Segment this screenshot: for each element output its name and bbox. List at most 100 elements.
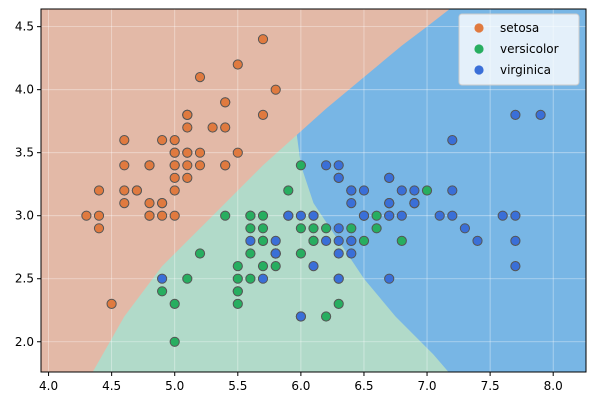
point-versicolor xyxy=(232,273,243,284)
y-tick-label: 4.5 xyxy=(15,20,34,34)
point-versicolor xyxy=(169,298,180,309)
point-virginica xyxy=(283,210,294,221)
point-versicolor xyxy=(245,210,256,221)
point-versicolor xyxy=(194,248,206,259)
point-setosa xyxy=(131,185,142,196)
point-virginica xyxy=(447,135,458,146)
point-versicolor xyxy=(295,223,306,234)
data-points xyxy=(81,34,546,347)
point-virginica xyxy=(358,210,370,221)
point-setosa xyxy=(169,210,180,221)
point-setosa xyxy=(119,185,130,196)
point-versicolor xyxy=(283,185,294,196)
legend-label-setosa: setosa xyxy=(500,21,539,35)
point-setosa xyxy=(169,147,180,158)
point-virginica xyxy=(510,235,521,246)
plot-frame xyxy=(40,8,587,373)
point-virginica xyxy=(321,160,332,171)
point-versicolor xyxy=(257,210,269,221)
y-tick-label: 4.0 xyxy=(15,83,34,97)
point-versicolor xyxy=(220,210,231,221)
legend: setosa versicolor virginica xyxy=(458,13,580,86)
point-setosa xyxy=(182,147,193,158)
point-virginica xyxy=(384,172,395,183)
point-setosa xyxy=(257,109,269,121)
point-versicolor xyxy=(346,223,357,234)
legend-marker-versicolor xyxy=(474,44,484,54)
point-virginica xyxy=(308,210,319,221)
point-versicolor xyxy=(295,160,306,171)
point-versicolor xyxy=(232,286,243,297)
point-setosa xyxy=(106,298,117,309)
point-virginica xyxy=(384,198,395,209)
point-versicolor xyxy=(245,248,256,259)
point-virginica xyxy=(308,261,319,272)
point-versicolor xyxy=(232,261,243,272)
point-virginica xyxy=(333,273,344,284)
point-setosa xyxy=(119,198,130,209)
x-tick-label: 8.0 xyxy=(544,379,563,393)
point-setosa xyxy=(182,160,193,171)
point-setosa xyxy=(232,59,243,70)
point-setosa xyxy=(93,223,105,234)
point-virginica xyxy=(535,109,546,121)
point-versicolor xyxy=(421,185,433,196)
point-setosa xyxy=(169,172,180,183)
point-virginica xyxy=(245,235,256,246)
point-virginica xyxy=(346,185,357,196)
point-virginica xyxy=(333,235,344,246)
point-virginica xyxy=(510,210,521,221)
x-tick-label: 6.0 xyxy=(291,379,310,393)
point-virginica xyxy=(396,210,407,221)
point-virginica xyxy=(472,235,483,246)
point-setosa xyxy=(157,210,168,221)
point-setosa xyxy=(157,135,168,146)
point-versicolor xyxy=(371,210,382,221)
point-setosa xyxy=(207,122,218,133)
legend-box xyxy=(458,13,580,86)
point-setosa xyxy=(169,185,180,196)
point-setosa xyxy=(144,210,155,221)
point-virginica xyxy=(321,235,332,246)
point-setosa xyxy=(93,185,105,196)
point-virginica xyxy=(497,210,508,221)
legend-marker-setosa xyxy=(474,23,484,33)
point-versicolor xyxy=(257,261,269,272)
point-virginica xyxy=(270,248,281,259)
point-setosa xyxy=(157,198,168,209)
point-virginica xyxy=(346,235,357,246)
point-virginica xyxy=(510,109,521,121)
point-setosa xyxy=(119,160,130,171)
point-versicolor xyxy=(371,223,382,234)
point-versicolor xyxy=(321,223,332,234)
x-tick-label: 7.5 xyxy=(481,379,500,393)
x-tick-label: 6.5 xyxy=(354,379,373,393)
point-virginica xyxy=(384,210,395,221)
point-setosa xyxy=(119,135,130,146)
legend-marker-virginica xyxy=(474,65,484,75)
point-versicolor xyxy=(321,311,332,322)
x-tick-label: 7.0 xyxy=(417,379,436,393)
point-virginica xyxy=(295,210,306,221)
point-versicolor xyxy=(257,235,269,246)
point-setosa xyxy=(93,210,105,221)
point-virginica xyxy=(333,223,344,234)
y-tick-label: 3.0 xyxy=(15,209,34,223)
point-versicolor xyxy=(270,261,281,272)
point-virginica xyxy=(257,273,269,284)
point-virginica xyxy=(447,210,458,221)
point-virginica xyxy=(157,273,168,284)
point-setosa xyxy=(194,147,206,158)
point-versicolor xyxy=(308,223,319,234)
point-setosa xyxy=(257,34,269,45)
point-virginica xyxy=(346,248,357,259)
point-setosa xyxy=(194,72,206,83)
point-setosa xyxy=(270,84,281,95)
point-setosa xyxy=(194,160,206,171)
point-virginica xyxy=(459,223,470,234)
point-virginica xyxy=(409,198,420,209)
point-setosa xyxy=(220,97,231,108)
point-versicolor xyxy=(245,223,256,234)
point-versicolor xyxy=(245,273,256,284)
